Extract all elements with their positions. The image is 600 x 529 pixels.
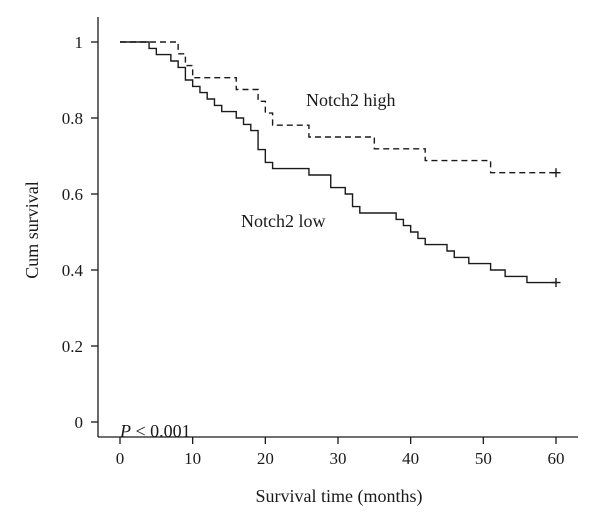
survival-curves bbox=[120, 41, 561, 288]
p-value-text: < 0.001 bbox=[131, 421, 191, 441]
y-ticks: 0 0.2 0.4 0.6 0.8 1 bbox=[62, 33, 98, 432]
axes bbox=[97, 17, 578, 438]
x-axis-label: Survival time (months) bbox=[256, 486, 423, 507]
y-tick-label: 0.8 bbox=[62, 109, 83, 128]
y-tick-label: 0.6 bbox=[62, 185, 83, 204]
censor-mark bbox=[551, 168, 561, 178]
y-tick-label: 1 bbox=[75, 33, 84, 52]
x-tick-label: 10 bbox=[184, 449, 201, 468]
x-tick-label: 0 bbox=[116, 449, 125, 468]
y-tick-label: 0.4 bbox=[62, 261, 84, 280]
series-line-notch2-low bbox=[120, 41, 556, 284]
x-ticks: 0 10 20 30 40 50 60 bbox=[116, 437, 565, 468]
y-tick-label: 0 bbox=[75, 413, 84, 432]
series-line-notch2-high bbox=[120, 41, 556, 174]
p-symbol: P bbox=[119, 421, 131, 441]
series-label-notch2-low: Notch2 low bbox=[241, 211, 326, 231]
x-tick-label: 40 bbox=[402, 449, 419, 468]
series-label-notch2-high: Notch2 high bbox=[306, 90, 396, 110]
x-tick-label: 20 bbox=[257, 449, 274, 468]
y-tick-label: 0.2 bbox=[62, 337, 83, 356]
censor-mark bbox=[551, 278, 561, 288]
x-tick-label: 50 bbox=[475, 449, 492, 468]
p-value-annotation: P < 0.001 bbox=[119, 421, 191, 441]
y-axis-label: Cum survival bbox=[22, 181, 42, 279]
x-tick-label: 30 bbox=[330, 449, 347, 468]
x-tick-label: 60 bbox=[548, 449, 565, 468]
